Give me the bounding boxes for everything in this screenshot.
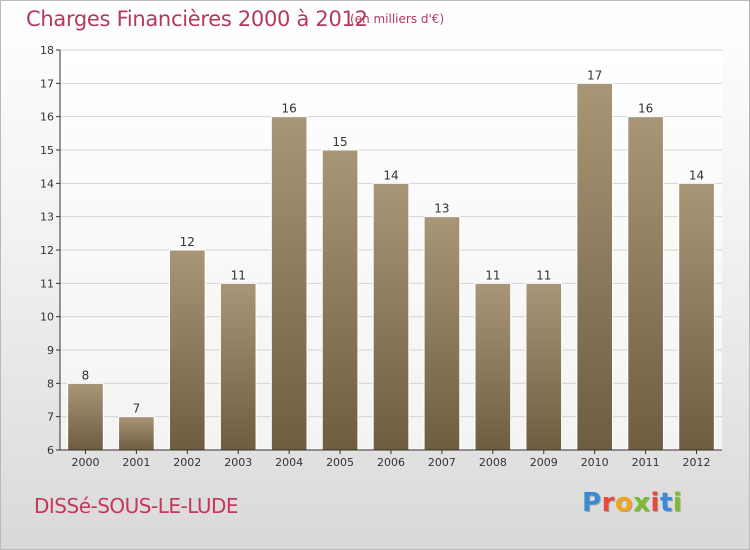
data-label: 16 <box>282 102 297 116</box>
y-tick-label: 8 <box>47 377 54 390</box>
bar <box>118 416 155 451</box>
data-label: 14 <box>383 168 398 182</box>
bar <box>627 116 664 451</box>
bar <box>678 182 715 451</box>
data-label: 16 <box>638 102 653 116</box>
y-tick-label: 10 <box>40 311 54 324</box>
y-tick-label: 17 <box>40 77 54 90</box>
x-tick-label: 2009 <box>530 456 558 469</box>
y-tick-label: 13 <box>40 211 54 224</box>
logo-letter: i <box>650 488 660 518</box>
x-tick-label: 2012 <box>683 456 711 469</box>
y-tick-label: 16 <box>40 111 54 124</box>
logo-letter: P <box>582 488 602 518</box>
x-tick-label: 2000 <box>71 456 99 469</box>
x-tick-label: 2010 <box>581 456 609 469</box>
data-label: 14 <box>689 168 704 182</box>
x-tick-label: 2006 <box>377 456 405 469</box>
chart-title: Charges Financières 2000 à 2012 <box>26 7 368 31</box>
bar <box>525 282 563 451</box>
x-tick-label: 2001 <box>122 456 150 469</box>
bar <box>219 282 257 451</box>
y-tick-label: 6 <box>47 444 54 457</box>
bar <box>321 149 359 451</box>
data-label: 8 <box>82 368 90 382</box>
bar <box>168 249 206 451</box>
y-tick-label: 12 <box>40 244 54 257</box>
bar <box>576 82 614 451</box>
bar <box>423 216 461 451</box>
data-label: 11 <box>231 268 246 282</box>
logo-letter: t <box>659 488 673 518</box>
logo-letter: r <box>601 488 615 518</box>
bar <box>474 282 512 451</box>
y-tick-label: 9 <box>47 344 54 357</box>
data-label: 15 <box>332 135 347 149</box>
data-label: 7 <box>133 402 141 416</box>
x-tick-label: 2011 <box>632 456 660 469</box>
y-tick-label: 11 <box>40 277 54 290</box>
x-tick-label: 2007 <box>428 456 456 469</box>
chart-subtitle: (en milliers d'€) <box>350 12 445 26</box>
y-tick-label: 7 <box>47 411 54 424</box>
x-tick-label: 2008 <box>479 456 507 469</box>
x-tick-label: 2003 <box>224 456 252 469</box>
logo-letter: x <box>633 488 651 518</box>
x-tick-label: 2002 <box>173 456 201 469</box>
bar <box>67 382 104 451</box>
y-tick-label: 15 <box>40 144 54 157</box>
bar <box>270 116 308 451</box>
bar <box>372 182 410 451</box>
data-label: 17 <box>587 68 602 82</box>
y-tick-label: 14 <box>40 177 54 190</box>
city-name: DISSé-SOUS-LE-LUDE <box>34 494 239 518</box>
data-label: 11 <box>536 268 551 282</box>
data-label: 12 <box>180 235 195 249</box>
logo-letter: i <box>672 488 683 518</box>
proxiti-logo: Proxiti <box>582 488 682 518</box>
data-label: 11 <box>485 268 500 282</box>
logo-letter: o <box>614 488 634 518</box>
x-tick-label: 2005 <box>326 456 354 469</box>
data-label: 13 <box>434 202 449 216</box>
x-tick-label: 2004 <box>275 456 303 469</box>
y-tick-label: 18 <box>40 44 54 57</box>
